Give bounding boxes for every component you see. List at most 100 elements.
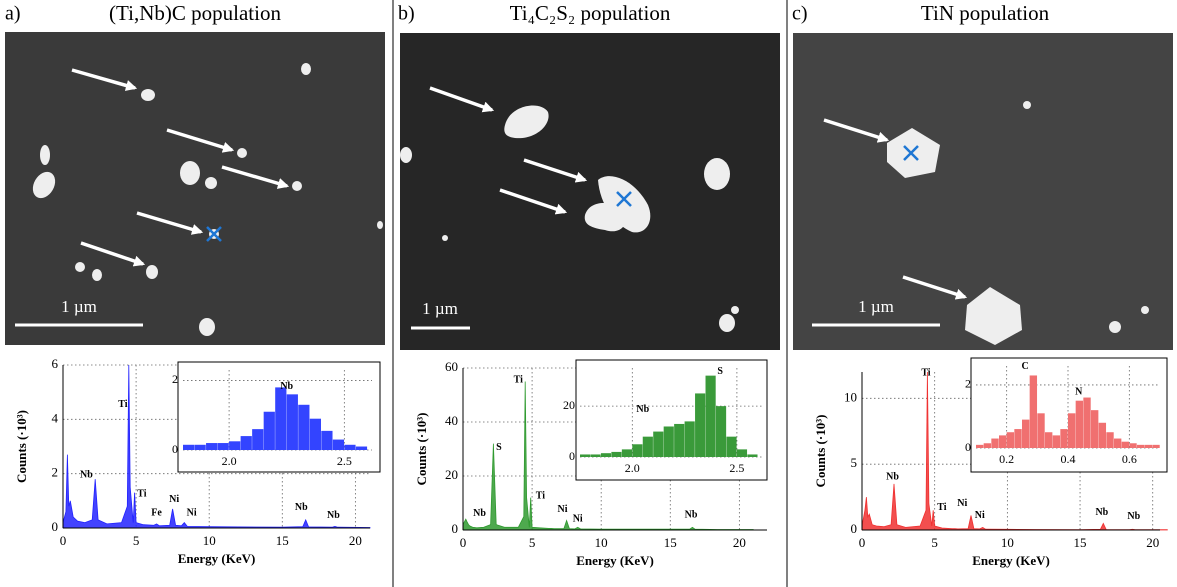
histogram-bar xyxy=(590,454,601,457)
histogram-bar xyxy=(1129,443,1137,448)
peak-label: Nb xyxy=(1127,511,1140,522)
x-tick-label: 0.6 xyxy=(1122,452,1137,466)
histogram-bar xyxy=(580,454,591,457)
y-tick-label: 2 xyxy=(52,465,59,480)
x-tick-label: 15 xyxy=(1074,535,1087,550)
y-tick-label: 0 xyxy=(172,442,178,456)
y-axis-label: Counts (·10³) xyxy=(813,415,828,488)
peak-label: Nb xyxy=(636,404,649,415)
panel-title: TiN population xyxy=(921,1,1050,25)
y-tick-label: 0 xyxy=(452,521,459,536)
histogram-bar xyxy=(1106,432,1114,448)
y-tick-label: 5 xyxy=(851,455,858,470)
x-tick-label: 0 xyxy=(60,533,67,548)
histogram-bar xyxy=(1045,432,1053,448)
histogram-bar xyxy=(217,443,229,450)
y-tick-label: 60 xyxy=(445,359,458,374)
histogram-bar xyxy=(600,453,612,457)
histogram-bar xyxy=(715,406,727,457)
peak-label: Nb xyxy=(327,510,340,521)
histogram-bar xyxy=(1060,429,1068,448)
histogram-bar xyxy=(1137,444,1145,448)
x-tick-label: 0 xyxy=(460,535,467,550)
y-tick-label: 4 xyxy=(52,410,59,425)
y-tick-label: 0 xyxy=(52,519,59,534)
x-tick-label: 2.0 xyxy=(222,454,237,468)
peak-label: Nb xyxy=(295,502,308,513)
histogram-bar xyxy=(1098,422,1107,448)
x-tick-label: 2.5 xyxy=(729,461,744,475)
y-tick-label: 0 xyxy=(965,440,971,454)
histogram-bar xyxy=(695,393,706,457)
histogram-bar xyxy=(1075,400,1084,448)
x-tick-label: 10 xyxy=(595,535,608,550)
scale-bar-label: 1 µm xyxy=(858,297,894,316)
histogram-bar xyxy=(1091,410,1099,448)
spectrum xyxy=(462,381,754,531)
x-tick-label: 15 xyxy=(664,535,677,550)
histogram-bar xyxy=(1144,444,1153,448)
peak-label: Nb xyxy=(685,509,698,520)
histogram-bar xyxy=(653,431,664,457)
histogram-bar xyxy=(632,444,643,457)
histogram-bar xyxy=(674,423,685,457)
peak-label: Nb xyxy=(1095,507,1108,518)
y-tick-label: 6 xyxy=(52,356,59,371)
panel-title: Ti₄C₂S₂ population xyxy=(510,1,671,25)
histogram-bar xyxy=(240,436,252,450)
y-axis-label: Counts (·10³) xyxy=(14,410,29,483)
histogram-bar xyxy=(983,443,992,448)
x-tick-label: 2.0 xyxy=(625,461,640,475)
peak-label: N xyxy=(1075,386,1083,397)
peak-label: Nb xyxy=(80,469,93,480)
histogram-bar xyxy=(252,429,264,450)
histogram-bar xyxy=(309,418,321,450)
panel-label: c) xyxy=(792,3,808,25)
x-axis-label: Energy (KeV) xyxy=(576,553,654,568)
peak-label: S xyxy=(496,442,502,453)
x-tick-label: 0.4 xyxy=(1061,452,1076,466)
histogram-bar xyxy=(229,441,241,450)
x-tick-label: 5 xyxy=(133,533,140,548)
x-axis-label: Energy (KeV) xyxy=(178,551,256,566)
histogram-bar xyxy=(1029,375,1038,448)
histogram-bar xyxy=(321,430,333,450)
histogram-bar xyxy=(1121,441,1130,448)
histogram-bar xyxy=(1022,419,1030,448)
histogram-bar xyxy=(206,443,218,450)
y-tick-label: 2 xyxy=(172,372,178,386)
y-tick-label: 20 xyxy=(563,398,575,412)
histogram-bar xyxy=(183,444,195,450)
histogram-bar xyxy=(1083,397,1091,448)
x-tick-label: 20 xyxy=(1146,535,1159,550)
peak-label: Ti xyxy=(536,491,545,502)
histogram-bar xyxy=(747,454,758,457)
peak-label: Fe xyxy=(151,507,162,518)
sem-image xyxy=(400,33,780,350)
histogram-bar xyxy=(991,438,999,448)
x-tick-label: 0.2 xyxy=(999,452,1014,466)
peak-label: Ti xyxy=(118,399,127,410)
y-tick-label: 2 xyxy=(965,377,971,391)
peak-label: Ti xyxy=(514,374,523,385)
panel-title: (Ti,Nb)C population xyxy=(109,1,281,25)
y-tick-label: 40 xyxy=(445,413,458,428)
histogram-bar xyxy=(726,436,737,457)
x-tick-label: 5 xyxy=(931,535,938,550)
sem-image xyxy=(5,32,385,345)
y-tick-label: 0 xyxy=(851,521,858,536)
histogram-bar xyxy=(1068,413,1076,448)
inset-frame xyxy=(575,359,768,481)
peak-label: Ni xyxy=(187,507,197,518)
histogram-bar xyxy=(1037,413,1045,448)
histogram-bar xyxy=(611,451,622,457)
peak-label: Nb xyxy=(473,508,486,519)
peak-label: Ni xyxy=(573,514,583,525)
peak-label: Ni xyxy=(975,510,985,521)
y-axis-label: Counts (·10³) xyxy=(414,413,429,486)
histogram-bar xyxy=(1114,438,1122,448)
histogram-bar xyxy=(1052,435,1061,448)
x-tick-label: 20 xyxy=(349,533,362,548)
x-tick-label: 10 xyxy=(203,533,216,548)
